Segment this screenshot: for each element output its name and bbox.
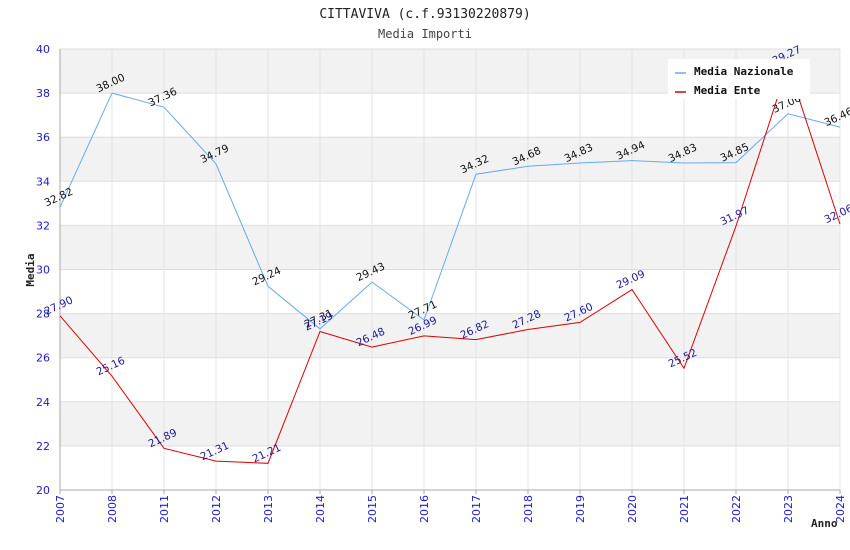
plot-band [60,269,840,314]
x-tick-label: 2014 [314,495,327,523]
y-tick-label: 28 [36,308,50,321]
legend-box [668,59,810,99]
y-axis-label: Media [24,253,37,286]
y-axis-ticks: 20 22 24 26 28 30 32 34 36 38 40 [36,43,50,497]
x-tick-label: 2019 [574,495,587,523]
legend-label-media-nazionale: Media Nazionale [694,65,794,78]
plot-band [60,181,840,226]
legend-label-media-ente: Media Ente [694,84,761,97]
plot-background-bands [60,49,840,490]
x-tick-label: 2023 [782,495,795,523]
plot-band [60,137,840,182]
x-tick-label: 2016 [418,495,431,523]
series-line-media-nazionale [59,92,841,330]
plot-band [60,401,840,446]
chart-subtitle: Media Importi [378,27,472,41]
y-tick-label: 26 [36,352,50,365]
plot-band [60,445,840,490]
y-tick-label: 38 [36,87,50,100]
series-lines [59,63,841,464]
plot-band [60,313,840,358]
y-tick-label: 34 [36,175,50,188]
y-tick-label: 40 [36,43,50,56]
x-axis-label: Anno [811,517,838,530]
x-tick-label: 2024 [834,495,847,523]
plot-band [60,93,840,138]
x-tick-label: 2017 [470,495,483,523]
y-tick-label: 22 [36,440,50,453]
x-tick-label: 2012 [210,495,223,523]
x-tick-label: 2015 [366,495,379,523]
x-tick-label: 2011 [158,495,171,523]
x-axis-ticks: 2007 2008 2011 2012 2013 2014 2015 2016 2017 2018… [54,490,847,523]
x-tick-label: 2008 [106,495,119,523]
chart-title: CITTAVIVA (c.f.93130220879) [319,7,530,22]
legend: Media Nazionale Media Ente [668,59,810,99]
x-tick-label: 2022 [730,495,743,523]
series-line-media-ente [59,63,841,464]
x-tick-label: 2007 [54,495,67,523]
y-tick-label: 32 [36,219,50,232]
y-tick-label: 24 [36,396,50,409]
y-tick-label: 30 [36,264,50,277]
x-tick-label: 2013 [262,495,275,523]
x-tick-label: 2020 [626,495,639,523]
x-tick-label: 2021 [678,495,691,523]
y-tick-label: 36 [36,131,50,144]
x-tick-label: 2018 [522,495,535,523]
plot-band [60,357,840,402]
y-tick-label: 20 [36,484,50,497]
